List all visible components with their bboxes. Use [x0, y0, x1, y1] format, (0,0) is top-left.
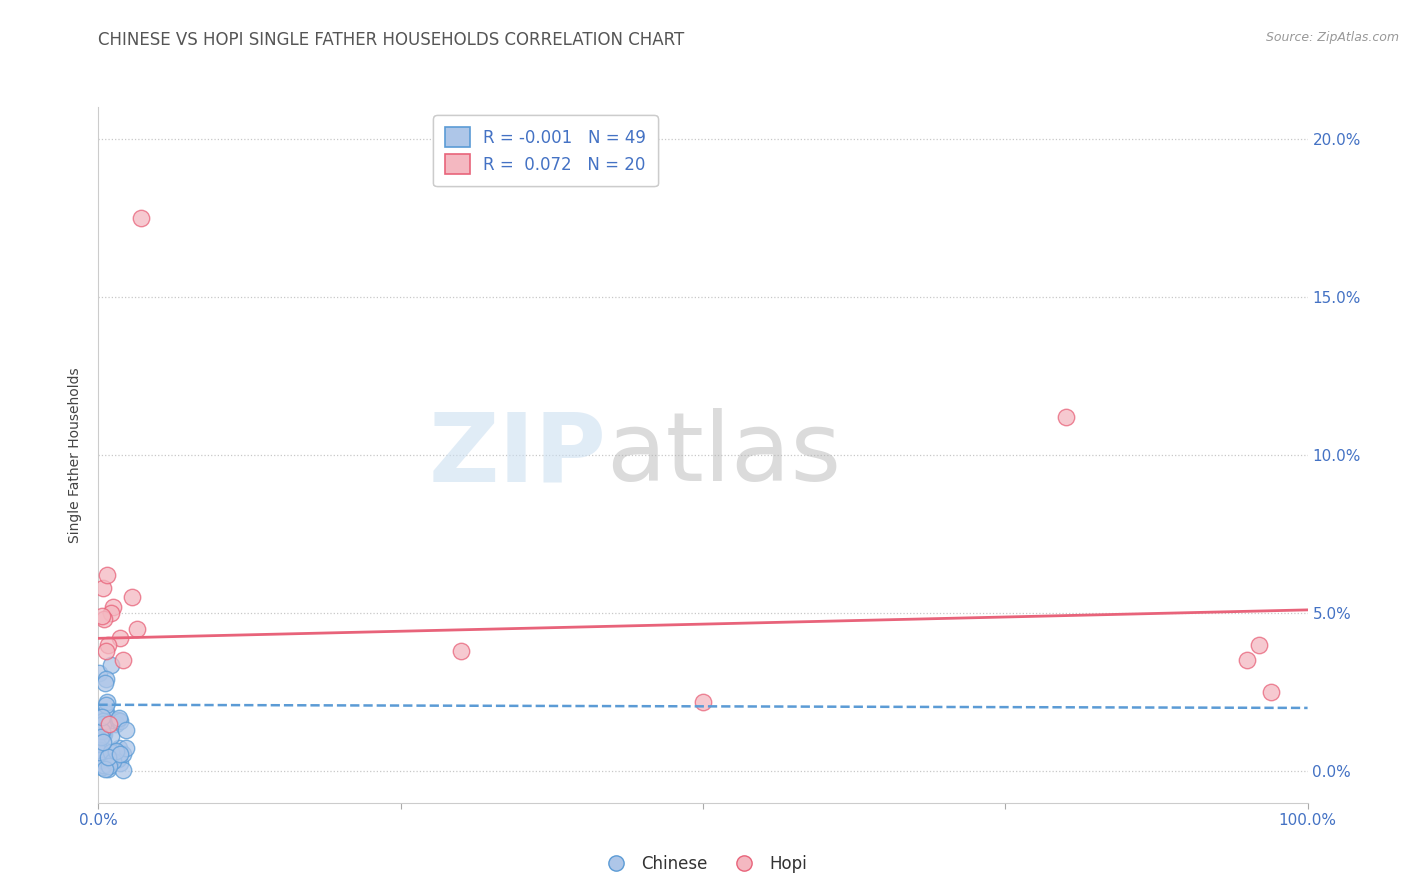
Point [93, 728, 115, 742]
Point [108, 711, 131, 725]
Point [96, 750, 118, 764]
Point [97, 638, 120, 652]
Text: atlas: atlas [606, 409, 841, 501]
Point [87, 752, 110, 766]
Point [87, 745, 110, 759]
Point [91, 609, 114, 624]
Text: Source: ZipAtlas.com: Source: ZipAtlas.com [1265, 31, 1399, 45]
Point [91, 724, 114, 739]
Point [104, 717, 127, 731]
Point [98, 716, 121, 731]
Text: CHINESE VS HOPI SINGLE FATHER HOUSEHOLDS CORRELATION CHART: CHINESE VS HOPI SINGLE FATHER HOUSEHOLDS… [98, 31, 685, 49]
Point [108, 740, 131, 755]
Point [110, 747, 132, 761]
Point [108, 756, 131, 770]
Point [96, 698, 118, 713]
Point [94, 675, 117, 690]
Point [89, 753, 111, 767]
Point [87, 665, 110, 680]
Point [104, 745, 127, 759]
Point [692, 695, 714, 709]
Point [105, 751, 128, 765]
Point [89, 744, 111, 758]
Y-axis label: Single Father Households: Single Father Households [69, 368, 83, 542]
Point [94, 673, 117, 687]
Point [90, 759, 112, 773]
Point [107, 713, 129, 727]
Text: ZIP: ZIP [429, 409, 606, 501]
Point [111, 747, 134, 762]
Point [96, 568, 118, 582]
Point [108, 632, 131, 646]
Point [105, 744, 128, 758]
Legend: Chinese, Hopi: Chinese, Hopi [592, 848, 814, 880]
Point [108, 714, 131, 728]
Point [93, 726, 115, 740]
Point [115, 740, 138, 755]
Point [97, 759, 120, 773]
Point [1236, 653, 1258, 667]
Point [100, 745, 122, 759]
Point [100, 729, 122, 743]
Point [101, 754, 124, 768]
Point [94, 644, 117, 658]
Point [90, 730, 112, 744]
Point [90, 710, 112, 724]
Point [90, 752, 112, 766]
Point [97, 763, 120, 777]
Legend: R = -0.001   N = 49, R =  0.072   N = 20: R = -0.001 N = 49, R = 0.072 N = 20 [433, 115, 658, 186]
Point [100, 606, 122, 620]
Point [450, 644, 472, 658]
Point [101, 599, 124, 614]
Point [114, 723, 136, 737]
Point [96, 695, 118, 709]
Point [94, 762, 117, 776]
Point [107, 752, 129, 766]
Point [91, 714, 114, 728]
Point [87, 736, 110, 750]
Point [93, 706, 115, 720]
Point [112, 763, 135, 777]
Point [111, 653, 134, 667]
Point [91, 581, 114, 595]
Point [93, 612, 115, 626]
Point [94, 705, 117, 719]
Point [91, 758, 114, 772]
Point [127, 622, 149, 636]
Point [121, 591, 143, 605]
Point [1260, 685, 1282, 699]
Point [1249, 638, 1271, 652]
Point [90, 760, 112, 774]
Point [100, 658, 122, 673]
Point [129, 211, 152, 225]
Point [93, 716, 115, 731]
Point [1054, 409, 1077, 424]
Point [89, 743, 111, 757]
Point [91, 735, 114, 749]
Point [94, 722, 117, 736]
